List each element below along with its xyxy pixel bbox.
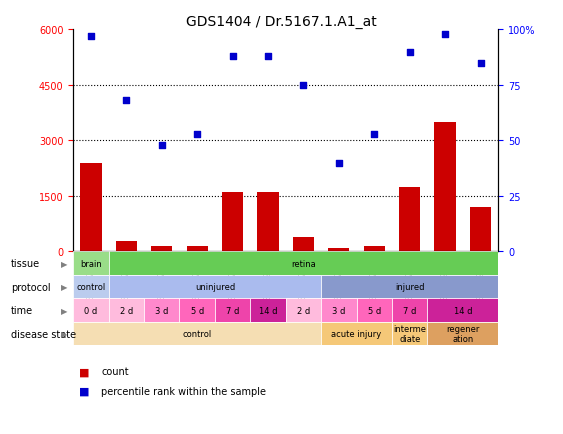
Text: time: time [11, 306, 33, 315]
Text: 7 d: 7 d [403, 306, 417, 315]
Point [228, 53, 237, 60]
Bar [470, 207, 491, 252]
Text: protocol: protocol [11, 282, 51, 292]
Bar [186, 246, 208, 252]
Text: brain: brain [80, 259, 102, 268]
Point [157, 142, 166, 149]
Bar [180, 299, 215, 322]
Bar [427, 322, 498, 345]
Text: uninjured: uninjured [195, 283, 235, 291]
Point [122, 98, 131, 105]
Bar [392, 322, 427, 345]
Bar [364, 246, 385, 252]
Text: ■: ■ [79, 367, 90, 376]
Text: interme
diate: interme diate [393, 324, 426, 343]
Bar [321, 322, 392, 345]
Text: percentile rank within the sample: percentile rank within the sample [101, 386, 266, 396]
Text: ▶: ▶ [61, 283, 68, 291]
Bar [73, 275, 109, 299]
Bar [285, 299, 321, 322]
Bar [151, 247, 172, 252]
Text: 7 d: 7 d [226, 306, 239, 315]
Text: control: control [182, 329, 212, 338]
Bar [293, 238, 314, 252]
Text: GDS1404 / Dr.5167.1.A1_at: GDS1404 / Dr.5167.1.A1_at [186, 15, 377, 29]
Text: ▶: ▶ [61, 259, 68, 268]
Bar [435, 122, 455, 252]
Point [476, 60, 485, 67]
Text: count: count [101, 367, 129, 376]
Text: ▶: ▶ [61, 329, 68, 338]
Text: 14 d: 14 d [454, 306, 472, 315]
Text: injured: injured [395, 283, 425, 291]
Bar [328, 249, 350, 252]
Text: 2 d: 2 d [297, 306, 310, 315]
Bar [73, 299, 109, 322]
Text: 3 d: 3 d [332, 306, 346, 315]
Bar [257, 193, 279, 252]
Point [263, 53, 272, 60]
Text: 0 d: 0 d [84, 306, 97, 315]
Bar [427, 299, 498, 322]
Text: control: control [76, 283, 105, 291]
Text: 14 d: 14 d [259, 306, 277, 315]
Text: acute injury: acute injury [332, 329, 382, 338]
Bar [392, 299, 427, 322]
Bar [73, 322, 321, 345]
Bar [73, 252, 109, 275]
Bar [251, 299, 285, 322]
Point [441, 31, 450, 38]
Point [405, 49, 414, 56]
Bar [109, 275, 321, 299]
Text: disease state: disease state [11, 329, 77, 339]
Bar [356, 299, 392, 322]
Point [86, 33, 95, 40]
Point [299, 82, 308, 89]
Text: 3 d: 3 d [155, 306, 168, 315]
Point [193, 131, 202, 138]
Bar [144, 299, 180, 322]
Bar [81, 163, 101, 252]
Text: retina: retina [291, 259, 316, 268]
Bar [222, 193, 243, 252]
Bar [116, 241, 137, 252]
Bar [399, 187, 421, 252]
Text: regener
ation: regener ation [446, 324, 480, 343]
Text: ▶: ▶ [61, 306, 68, 315]
Text: 5 d: 5 d [368, 306, 381, 315]
Bar [215, 299, 251, 322]
Bar [109, 299, 144, 322]
Bar [321, 299, 356, 322]
Text: tissue: tissue [11, 259, 41, 268]
Text: 5 d: 5 d [190, 306, 204, 315]
Point [334, 160, 343, 167]
Text: 2 d: 2 d [120, 306, 133, 315]
Bar [321, 275, 498, 299]
Point [370, 131, 379, 138]
Text: ■: ■ [79, 386, 90, 396]
